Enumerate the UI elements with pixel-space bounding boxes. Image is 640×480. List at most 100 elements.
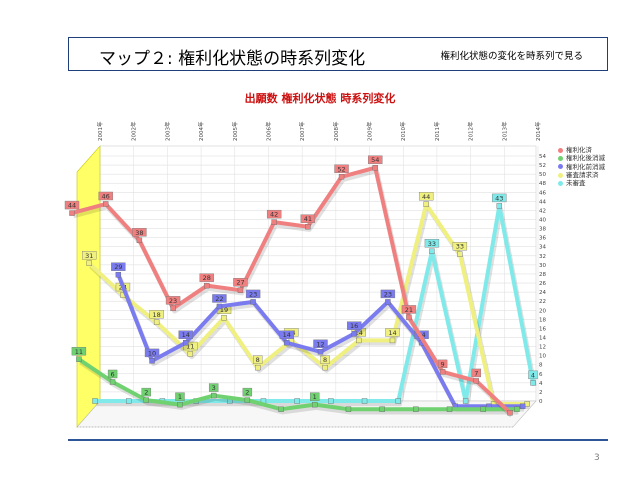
data-label: 27 — [236, 279, 244, 287]
data-point — [76, 356, 82, 362]
data-point — [356, 337, 362, 344]
y-tick-label: 50 — [539, 172, 546, 178]
data-point — [507, 410, 513, 416]
data-label: 43 — [495, 194, 503, 202]
data-point — [351, 330, 357, 337]
data-label: 41 — [304, 215, 312, 223]
data-point — [244, 397, 251, 403]
data-point — [423, 201, 429, 207]
data-point — [125, 398, 132, 404]
legend-item: 未審査 — [558, 179, 605, 187]
y-tick-label: 16 — [539, 326, 546, 332]
data-point — [312, 401, 318, 408]
series-line — [76, 357, 519, 412]
data-label-box — [64, 200, 80, 210]
data-label-box — [368, 155, 383, 164]
y-tick-label: 48 — [539, 181, 546, 187]
data-label: 11 — [75, 348, 83, 356]
y-tick-label: 12 — [539, 345, 546, 351]
legend-swatch — [558, 147, 563, 153]
data-point — [204, 282, 210, 289]
legend-swatch — [558, 172, 563, 178]
title-box: マップ２: 権利化状態の時系列変化 権利化状態の変化を時系列で見る — [68, 37, 608, 71]
x-tick-label: 2004年 — [197, 121, 205, 141]
data-label-box — [149, 310, 164, 319]
data-point — [530, 380, 536, 386]
data-point — [322, 364, 328, 371]
legend-label: 権利化後消滅 — [566, 154, 605, 163]
data-label-box — [132, 228, 147, 237]
data-label-box — [437, 359, 448, 369]
y-tick-label: 36 — [539, 236, 546, 242]
data-label-box — [334, 164, 349, 173]
data-point — [136, 237, 143, 243]
y-tick-label: 52 — [539, 163, 546, 169]
data-label-box — [245, 289, 261, 299]
data-label: 14 — [388, 329, 396, 337]
data-label: 23 — [249, 290, 257, 298]
data-point — [153, 319, 160, 325]
data-label-box — [418, 192, 434, 201]
x-tick-label: 2001年 — [96, 121, 104, 141]
slide-title: マップ２: 権利化状態の時系列変化 — [99, 49, 366, 69]
data-label-box — [401, 305, 417, 314]
data-label: 23 — [384, 290, 392, 298]
plot-side-wall — [76, 145, 101, 428]
data-label: 31 — [85, 252, 93, 260]
y-tick-label: 34 — [539, 245, 546, 251]
y-tick-label: 22 — [539, 299, 546, 305]
data-label-box — [199, 273, 214, 282]
data-label-box — [492, 193, 507, 203]
y-tick-label: 18 — [539, 317, 546, 323]
data-point — [480, 406, 486, 412]
data-point — [439, 369, 446, 375]
data-label-box — [175, 392, 185, 401]
data-point — [294, 398, 300, 404]
data-label-box — [178, 330, 193, 339]
data-label: 19 — [220, 306, 228, 314]
data-label: 8 — [323, 356, 327, 364]
y-tick-label: 30 — [539, 263, 546, 269]
data-label: 14 — [283, 331, 291, 339]
chart-legend: 権利化済 権利化後消滅 権利化前消滅 審査請求済 未審査 — [558, 146, 605, 187]
data-label-box — [71, 347, 87, 356]
data-point — [395, 398, 401, 404]
legend-swatch — [558, 155, 563, 161]
x-tick-label: 2003年 — [163, 121, 171, 141]
y-tick-label: 38 — [539, 227, 546, 233]
x-tick-label: 2009年 — [366, 121, 374, 141]
data-label: 33 — [428, 240, 436, 248]
data-label-box — [141, 387, 151, 397]
data-label-box — [279, 330, 295, 339]
y-tick-label: 44 — [539, 199, 546, 205]
y-tick-label: 4 — [539, 381, 543, 387]
data-label: 10 — [148, 349, 156, 357]
data-label: 11 — [186, 343, 194, 351]
data-point — [305, 223, 311, 230]
series-line-shadow — [79, 360, 519, 415]
data-label: 6 — [111, 370, 115, 378]
data-point — [385, 299, 391, 305]
data-point — [187, 351, 194, 357]
page-number: 3 — [594, 453, 600, 463]
data-label: 9 — [441, 360, 445, 368]
data-point — [170, 305, 176, 312]
y-tick-label: 14 — [539, 335, 546, 341]
data-label: 2 — [144, 389, 148, 397]
data-label-box — [144, 348, 160, 358]
data-point — [473, 378, 480, 384]
data-point — [250, 299, 256, 305]
y-tick-label: 20 — [539, 308, 546, 314]
x-tick-label: 2005年 — [231, 121, 239, 141]
y-tick-label: 46 — [539, 190, 546, 196]
data-label-box — [313, 339, 328, 349]
data-label: 16 — [350, 322, 358, 330]
data-label-box — [424, 239, 440, 248]
data-label: 22 — [215, 295, 223, 303]
y-tick-label: 8 — [539, 363, 543, 369]
data-point — [183, 340, 189, 346]
data-label-box — [300, 214, 316, 223]
data-label: 14 — [355, 329, 363, 337]
x-tick-label: 2012年 — [467, 121, 475, 141]
data-point — [317, 349, 324, 355]
